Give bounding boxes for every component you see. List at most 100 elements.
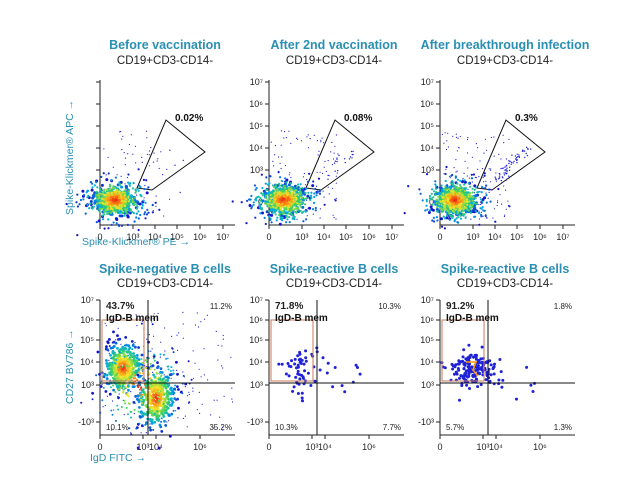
- event-point: [471, 181, 473, 183]
- event-point: [292, 216, 295, 219]
- event-point: [484, 138, 486, 140]
- event-point: [140, 386, 143, 389]
- event-point: [333, 217, 335, 219]
- event-point: [493, 136, 495, 138]
- event-point: [293, 200, 296, 203]
- density-cluster: [403, 165, 511, 230]
- event-point: [246, 199, 249, 202]
- event-point: [124, 336, 128, 339]
- event-point: [165, 411, 169, 415]
- event-point: [297, 207, 300, 210]
- event-point: [159, 353, 162, 356]
- event-point: [284, 211, 288, 215]
- event-point: [491, 189, 493, 191]
- event-point: [135, 318, 137, 320]
- event-point: [133, 408, 136, 411]
- event-point: [301, 187, 304, 190]
- event-point: [121, 211, 124, 215]
- event-point: [150, 350, 152, 352]
- event-point: [480, 211, 482, 213]
- event-point: [300, 396, 304, 400]
- event-point: [171, 335, 173, 337]
- event-point: [254, 216, 257, 219]
- event-point: [333, 152, 335, 154]
- event-point: [138, 366, 141, 369]
- event-point: [107, 218, 110, 221]
- event-point: [295, 198, 298, 201]
- event-point: [145, 130, 148, 132]
- y-tick-label: 10⁴: [420, 143, 434, 153]
- event-point: [132, 204, 135, 207]
- event-point: [133, 361, 136, 364]
- event-point: [248, 204, 252, 207]
- event-point: [288, 130, 290, 132]
- event-point: [265, 176, 268, 179]
- event-point: [120, 209, 124, 212]
- event-point: [436, 206, 439, 209]
- event-point: [156, 366, 159, 370]
- event-point: [467, 343, 471, 347]
- event-point: [459, 186, 462, 189]
- event-point: [333, 162, 336, 164]
- event-point: [135, 427, 138, 430]
- event-point: [160, 387, 164, 391]
- event-point: [428, 209, 432, 212]
- event-point: [425, 204, 428, 207]
- y-tick-label: 10⁴: [249, 357, 263, 367]
- event-point: [479, 198, 483, 201]
- event-point: [314, 209, 317, 212]
- event-point: [457, 216, 460, 219]
- event-point: [173, 397, 177, 400]
- event-point: [463, 180, 467, 184]
- event-point: [462, 208, 465, 211]
- event-point: [327, 160, 329, 162]
- event-point: [107, 349, 110, 352]
- event-point: [108, 352, 110, 354]
- event-point: [111, 199, 114, 202]
- event-point: [172, 351, 175, 354]
- event-point: [93, 201, 97, 205]
- event-point: [307, 134, 309, 136]
- event-point: [122, 198, 125, 201]
- event-point: [140, 432, 142, 434]
- event-point: [449, 214, 452, 217]
- reactive-cells: [277, 346, 362, 403]
- event-point: [479, 357, 483, 361]
- event-point: [276, 216, 279, 219]
- event-point: [88, 207, 91, 210]
- event-point: [464, 216, 467, 219]
- event-point: [286, 362, 290, 365]
- event-point: [308, 172, 311, 175]
- event-point: [304, 356, 308, 360]
- event-point: [182, 323, 184, 325]
- event-point: [299, 362, 303, 365]
- event-point: [96, 350, 100, 354]
- event-point: [165, 378, 168, 381]
- event-point: [323, 142, 325, 144]
- event-point: [162, 353, 165, 356]
- event-point: [184, 415, 186, 417]
- event-point: [497, 378, 501, 382]
- event-point: [325, 170, 327, 173]
- event-point: [508, 162, 510, 165]
- event-point: [127, 153, 129, 155]
- event-point: [135, 216, 138, 219]
- event-point: [140, 358, 143, 360]
- event-point: [459, 205, 462, 208]
- event-point: [98, 372, 101, 376]
- event-point: [120, 130, 122, 133]
- event-point: [489, 200, 492, 203]
- event-point: [437, 195, 440, 198]
- igd-bmem-label: IgD-B mem: [106, 313, 159, 324]
- panel-subtitle-2: CD19+CD3-CD14-: [285, 55, 383, 67]
- event-point: [200, 321, 202, 323]
- event-point: [127, 413, 129, 416]
- event-point: [508, 175, 510, 177]
- event-point: [216, 399, 218, 401]
- event-point: [455, 186, 458, 189]
- event-point: [455, 136, 458, 138]
- event-point: [435, 185, 438, 188]
- event-point: [120, 175, 122, 177]
- event-point: [419, 192, 422, 195]
